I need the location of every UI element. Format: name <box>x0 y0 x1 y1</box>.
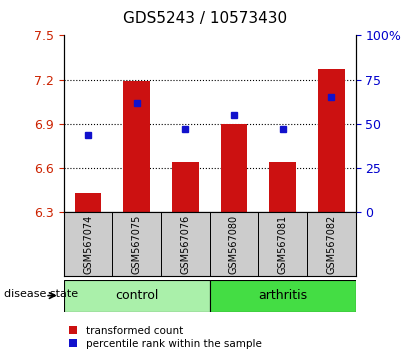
Text: GDS5243 / 10573430: GDS5243 / 10573430 <box>123 11 288 25</box>
Text: GSM567080: GSM567080 <box>229 215 239 274</box>
Bar <box>172 162 199 212</box>
Text: disease state: disease state <box>4 289 78 299</box>
Bar <box>64 212 112 276</box>
Bar <box>210 212 258 276</box>
Bar <box>269 162 296 212</box>
Text: GSM567075: GSM567075 <box>132 215 142 274</box>
Bar <box>75 193 102 212</box>
Bar <box>258 212 307 276</box>
Text: control: control <box>115 289 158 302</box>
Legend: transformed count, percentile rank within the sample: transformed count, percentile rank withi… <box>69 326 261 349</box>
Bar <box>307 212 356 276</box>
Text: GSM567074: GSM567074 <box>83 215 93 274</box>
Bar <box>318 69 344 212</box>
Text: arthritis: arthritis <box>258 289 307 302</box>
Bar <box>123 81 150 212</box>
Text: GSM567082: GSM567082 <box>326 215 336 274</box>
Bar <box>161 212 210 276</box>
Bar <box>64 280 210 312</box>
Text: GSM567081: GSM567081 <box>277 215 288 274</box>
Text: GSM567076: GSM567076 <box>180 215 190 274</box>
Bar <box>221 124 247 212</box>
Bar <box>210 280 356 312</box>
Bar <box>112 212 161 276</box>
